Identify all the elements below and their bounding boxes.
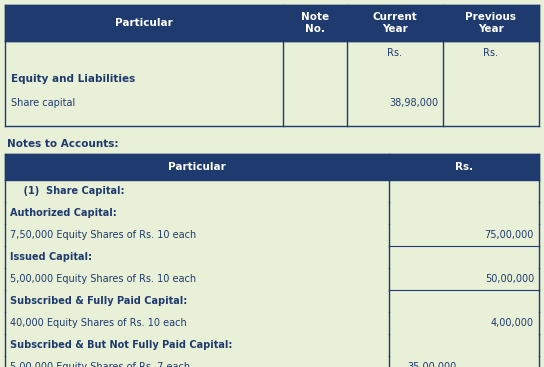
Text: Subscribed & Fully Paid Capital:: Subscribed & Fully Paid Capital:	[10, 296, 187, 306]
Text: 5,00,000 Equity Shares of Rs. 7 each: 5,00,000 Equity Shares of Rs. 7 each	[10, 362, 190, 367]
Bar	[5, 41, 539, 126]
Text: Rs.: Rs.	[387, 48, 403, 58]
Text: 35,00,000: 35,00,000	[407, 362, 457, 367]
Text: (1)  Share Capital:: (1) Share Capital:	[10, 186, 125, 196]
Text: Equity and Liabilities: Equity and Liabilities	[11, 74, 135, 84]
Text: Previous
Year: Previous Year	[466, 12, 516, 34]
Text: Current
Year: Current Year	[373, 12, 417, 34]
Text: Rs.: Rs.	[484, 48, 498, 58]
Text: Notes to Accounts:: Notes to Accounts:	[7, 139, 119, 149]
Text: 50,00,000: 50,00,000	[485, 274, 534, 284]
Text: 5,00,000 Equity Shares of Rs. 10 each: 5,00,000 Equity Shares of Rs. 10 each	[10, 274, 196, 284]
Text: Note
No.: Note No.	[301, 12, 329, 34]
Text: Particular: Particular	[115, 18, 172, 28]
Text: 7,50,000 Equity Shares of Rs. 10 each: 7,50,000 Equity Shares of Rs. 10 each	[10, 230, 196, 240]
Text: 40,000 Equity Shares of Rs. 10 each: 40,000 Equity Shares of Rs. 10 each	[10, 318, 187, 328]
Text: 38,98,000: 38,98,000	[390, 98, 439, 108]
Text: 75,00,000: 75,00,000	[485, 230, 534, 240]
Text: Subscribed & But Not Fully Paid Capital:: Subscribed & But Not Fully Paid Capital:	[10, 340, 232, 350]
Bar	[5, 5, 539, 41]
Text: 4,00,000: 4,00,000	[491, 318, 534, 328]
Bar	[5, 180, 539, 367]
Text: Share capital: Share capital	[11, 98, 75, 108]
Bar	[5, 154, 539, 180]
Text: Particular: Particular	[168, 162, 226, 172]
Text: Authorized Capital:: Authorized Capital:	[10, 208, 117, 218]
Text: Issued Capital:: Issued Capital:	[10, 252, 92, 262]
Text: Rs.: Rs.	[455, 162, 473, 172]
